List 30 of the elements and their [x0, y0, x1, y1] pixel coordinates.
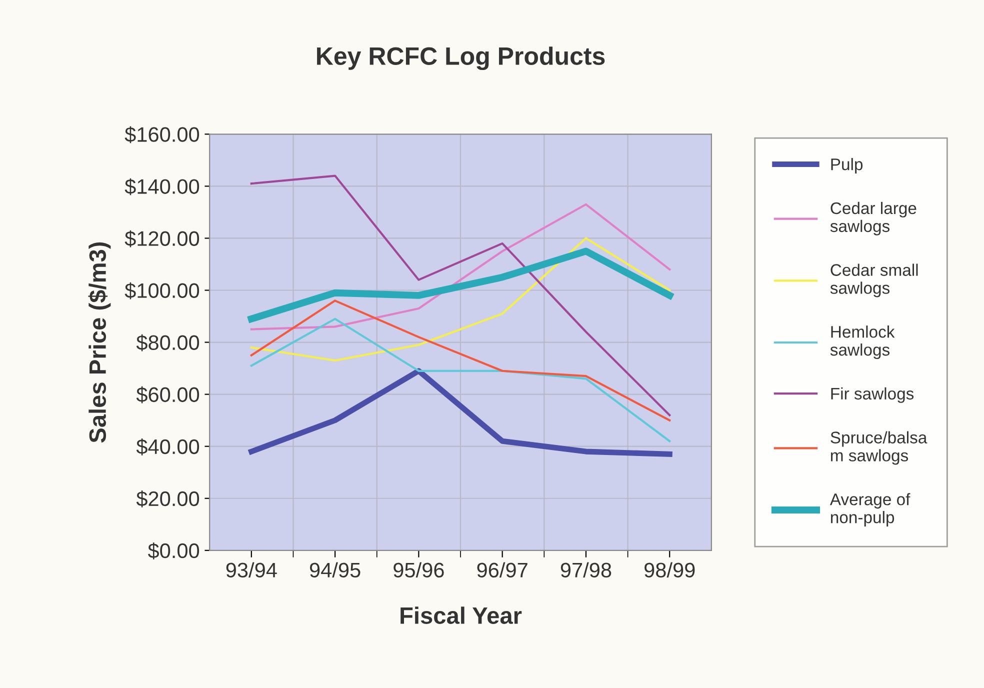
y-tick-label: $40.00	[136, 438, 200, 456]
y-tick-label: $140.00	[124, 178, 200, 196]
y-tick-label: $60.00	[136, 386, 200, 404]
x-tick-label: 96/97	[477, 562, 528, 578]
x-tick-label: 94/95	[310, 562, 360, 578]
y-axis-title: Sales Price ($/m3)	[88, 242, 111, 443]
line-series	[250, 318, 671, 442]
x-tick-label: 97/98	[560, 562, 612, 578]
legend-label: Hemlock sawlogs	[830, 326, 895, 360]
line-series	[250, 203, 671, 330]
y-tick-label: $120.00	[124, 230, 200, 248]
y-tick-label: $160.00	[124, 126, 200, 144]
line-series	[250, 174, 671, 416]
x-tick-label: 95/96	[394, 562, 444, 578]
y-tick-label: $0.00	[148, 542, 200, 560]
chart-title: Key RCFC Log Products	[317, 46, 605, 70]
legend-label: Average of non-pulp	[830, 493, 910, 527]
x-tick-label: 98/99	[644, 562, 695, 578]
y-tick-label: $100.00	[124, 282, 200, 300]
legend-label: Spruce/balsa m sawlogs	[830, 431, 928, 465]
y-tick-label: $20.00	[136, 490, 200, 508]
y-tick-label: $80.00	[136, 334, 200, 352]
x-tick-label: 93/94	[226, 562, 277, 578]
legend-label: Pulp	[831, 158, 863, 174]
x-axis-title: Fiscal Year	[400, 606, 522, 624]
line-series	[250, 300, 671, 422]
line-series	[250, 237, 671, 362]
legend-label: Fir sawlogs	[831, 387, 914, 403]
legend-label: Cedar small sawlogs	[830, 264, 918, 298]
legend-label: Cedar large sawlogs	[830, 202, 916, 236]
